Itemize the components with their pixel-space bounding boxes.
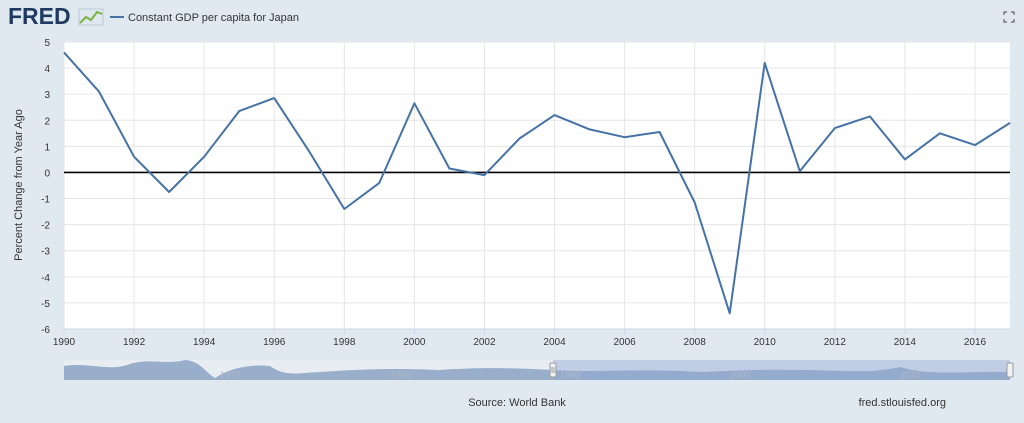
x-tick-label: 2014 [894,337,917,348]
fred-logo[interactable]: FRED [8,3,71,29]
source-label: Source: World Bank [468,397,566,409]
data-point-2010[interactable] [763,61,767,65]
x-tick-label: 2010 [754,337,777,348]
y-tick-label: 3 [44,90,50,101]
y-tick-label: 4 [44,64,50,75]
legend-series-label[interactable]: Constant GDP per capita for Japan [128,12,299,24]
data-point-2008[interactable] [693,200,697,204]
data-point-2013[interactable] [868,114,872,118]
navigator-year-label: 1970 [220,370,240,380]
x-tick-label: 2004 [543,337,566,348]
x-tick-label: 2012 [824,337,847,348]
data-point-1995[interactable] [237,109,241,113]
data-point-2006[interactable] [623,135,627,139]
navigator-labels: 1970 1980 1990 2000 2010 [220,370,920,380]
data-point-1993[interactable] [167,190,171,194]
data-point-2012[interactable] [833,126,837,130]
data-point-2003[interactable] [517,137,521,141]
data-point-2016[interactable] [973,143,977,147]
x-tick-label: 1992 [123,337,146,348]
navigator-area-right [553,367,1010,380]
x-axis-ticks: 1990 1992 1994 1996 1998 2000 2002 2004 2006 2008… [53,329,987,348]
x-tick-label: 2002 [473,337,496,348]
data-point-1999[interactable] [377,181,381,185]
navigator[interactable]: 1970 1980 1990 2000 2010 [64,360,1014,380]
series-line-japan-gdp[interactable] [63,51,1011,315]
navigator-handle-right[interactable] [1006,362,1014,378]
x-tick-label: 1998 [333,337,356,348]
data-point-2000[interactable] [412,101,416,105]
navigator-year-label: 1980 [390,370,410,380]
data-point-1997[interactable] [307,150,311,154]
data-point-2002[interactable] [482,173,486,177]
x-tick-label: 1994 [193,337,216,348]
data-point-1996[interactable] [272,96,276,100]
navigator-selection[interactable] [553,360,1010,380]
y-tick-label: -2 [41,221,50,232]
x-tick-label: 2000 [403,337,426,348]
fred-logo-graph-icon [78,8,104,26]
navigator-year-label: 2010 [900,370,920,380]
data-point-1991[interactable] [97,90,101,94]
data-point-1998[interactable] [342,207,346,211]
y-tick-label: 5 [44,38,50,49]
data-point-2014[interactable] [903,157,907,161]
data-point-1994[interactable] [202,155,206,159]
y-axis-title: Percent Change from Year Ago [13,109,25,261]
navigator-handle-left[interactable] [549,362,557,378]
x-tick-label: 2016 [964,337,987,348]
data-point-2011[interactable] [798,169,802,173]
y-tick-label: -3 [41,247,50,258]
y-axis-ticks: 5 4 3 2 1 0 -1 -2 -3 -4 -5 -6 [41,38,50,336]
data-point-1990[interactable] [62,50,66,54]
y-tick-label: 1 [44,142,50,153]
y-tick-label: 0 [44,168,50,179]
navigator-area-left [64,360,553,380]
expand-icon[interactable] [1003,11,1015,23]
plot-area [64,42,1010,329]
y-tick-label: -6 [41,325,50,336]
data-point-2005[interactable] [588,127,592,131]
site-url[interactable]: fred.stlouisfed.org [859,397,946,409]
x-tick-label: 1996 [263,337,286,348]
data-point-2009[interactable] [728,311,732,315]
x-tick-label: 1990 [53,337,76,348]
navigator-year-label: 1990 [560,370,580,380]
data-point-2004[interactable] [553,113,557,117]
data-point-2001[interactable] [447,167,451,171]
data-point-2017[interactable] [1008,121,1012,125]
navigator-year-label: 2000 [730,370,750,380]
y-tick-label: -1 [41,195,50,206]
y-tick-label: -4 [41,273,50,284]
y-tick-label: 2 [44,116,50,127]
data-point-2015[interactable] [938,131,942,135]
data-point-2007[interactable] [658,130,662,134]
y-tick-label: -5 [41,299,50,310]
x-tick-label: 2008 [684,337,707,348]
x-tick-label: 2006 [613,337,636,348]
data-point-1992[interactable] [132,155,136,159]
